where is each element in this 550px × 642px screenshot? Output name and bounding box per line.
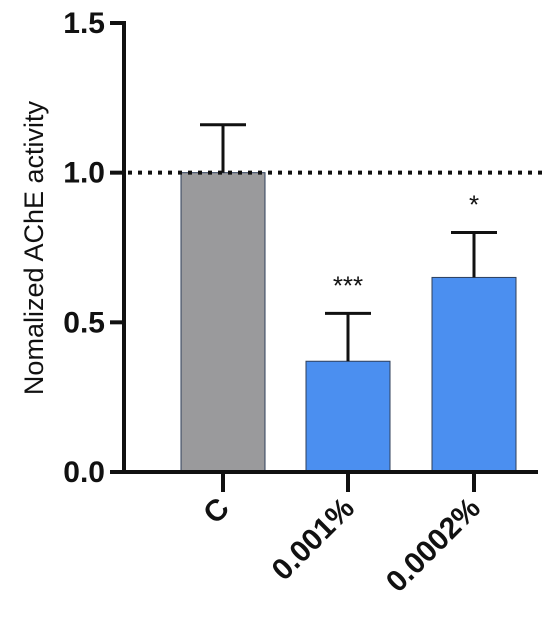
bar-1 — [305, 360, 391, 473]
significance-label-1: *** — [333, 270, 363, 300]
bar-2 — [431, 276, 517, 473]
y-tick-label-1: 0.5 — [63, 306, 105, 339]
y-tick-label-2: 1.0 — [63, 157, 105, 190]
plot-area: ****0.00.51.01.5C 0.001% 0.0002% — [63, 7, 545, 599]
x-tick-label-1: 0.001% — [266, 492, 361, 587]
significance-label-2: * — [469, 190, 479, 220]
y-tick-label-3: 1.5 — [63, 7, 105, 40]
y-tick-label-0: 0.0 — [63, 456, 105, 489]
bar-0 — [180, 172, 266, 473]
y-axis-label: Nomalized AChE activity — [19, 100, 49, 395]
x-tick-label-0: C — [197, 492, 236, 531]
x-tick-label-2: 0.0002% — [380, 492, 487, 599]
